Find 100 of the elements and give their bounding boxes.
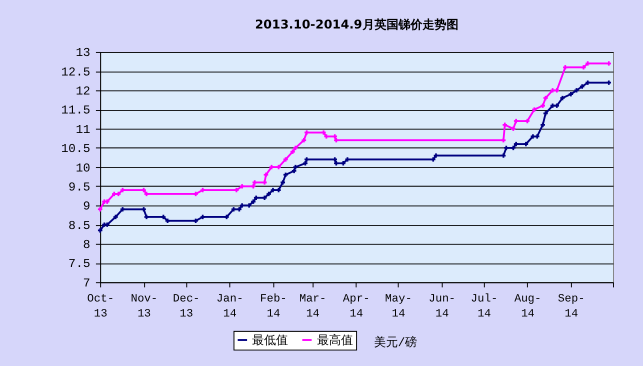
x-tick-label: May-14 — [385, 293, 412, 320]
point — [550, 103, 555, 108]
point — [524, 142, 528, 146]
point — [240, 203, 244, 208]
point — [304, 130, 309, 135]
point — [200, 214, 205, 220]
point — [194, 218, 198, 224]
point — [98, 228, 102, 233]
y-tick-label: 12.5 — [61, 65, 90, 80]
point — [345, 157, 350, 162]
point — [142, 188, 146, 192]
legend-label: 最低值 — [252, 334, 288, 348]
point — [120, 188, 125, 192]
point — [502, 122, 508, 128]
point — [554, 88, 560, 93]
point — [532, 107, 537, 112]
point — [530, 134, 536, 139]
point — [144, 192, 149, 196]
point — [434, 153, 438, 158]
point — [540, 122, 545, 128]
point — [580, 84, 584, 89]
chart-title: 2013.10-2014.9月英国锑价走势图 — [254, 18, 458, 32]
x-tick-label: Aug-14 — [514, 293, 542, 320]
point — [276, 164, 281, 170]
point — [252, 180, 257, 185]
point — [293, 146, 298, 150]
text: 美元/磅 — [374, 334, 418, 350]
point — [161, 214, 166, 220]
y-tick-label: 7 — [83, 276, 90, 290]
point — [251, 199, 256, 204]
point — [116, 192, 121, 196]
y-tick-label: 11.5 — [61, 104, 90, 118]
point — [224, 214, 229, 220]
point — [321, 130, 326, 135]
point — [200, 188, 205, 192]
y-tick-label: 9 — [83, 200, 90, 214]
point — [120, 207, 125, 212]
x-tick-label: Nov-13 — [130, 293, 158, 320]
point — [501, 138, 506, 142]
x-tick-label: Sep-14 — [558, 293, 585, 320]
point — [606, 80, 612, 85]
x-tick-label: Mar-14 — [299, 293, 326, 320]
point — [511, 126, 516, 131]
point — [144, 214, 149, 220]
x-tick-label: Apr-14 — [342, 293, 370, 320]
point — [606, 61, 612, 66]
point — [237, 207, 242, 212]
point — [586, 61, 590, 66]
point — [303, 161, 308, 166]
point — [262, 180, 267, 185]
point — [332, 134, 338, 139]
point — [254, 196, 258, 200]
x-tick-label: Dec-13 — [172, 293, 200, 320]
point — [560, 96, 565, 100]
point — [290, 150, 295, 154]
point — [511, 146, 516, 150]
y-tick-label: 11 — [76, 122, 90, 137]
point — [194, 192, 198, 196]
point — [586, 80, 590, 85]
point — [270, 188, 276, 192]
point — [540, 103, 545, 108]
point — [563, 65, 568, 70]
point — [276, 188, 281, 192]
point — [104, 199, 110, 204]
point — [264, 172, 268, 177]
x-tick-label: Jun-14 — [428, 293, 456, 320]
point — [113, 214, 118, 220]
point — [165, 218, 170, 224]
point — [251, 184, 256, 188]
x-tick-label: Oct-13 — [87, 293, 114, 320]
y-tick-label: 9.5 — [68, 180, 90, 194]
point — [280, 180, 286, 185]
point — [334, 161, 338, 166]
x-tick-label: Feb-14 — [260, 292, 287, 320]
point — [430, 157, 436, 162]
point — [231, 207, 236, 212]
point — [543, 111, 548, 116]
point — [292, 168, 296, 174]
point — [534, 134, 540, 139]
point — [246, 203, 252, 208]
point — [98, 207, 102, 212]
y-tick-label: 13 — [76, 46, 90, 60]
point — [574, 88, 579, 93]
point — [266, 192, 271, 196]
point — [240, 184, 244, 188]
point — [302, 138, 306, 142]
point — [104, 222, 110, 227]
point — [514, 142, 518, 146]
point — [324, 134, 329, 139]
point — [504, 146, 508, 150]
point — [262, 196, 267, 200]
point — [283, 172, 288, 177]
point — [341, 161, 346, 166]
point — [554, 103, 560, 108]
x-tick-label: Jul-14 — [470, 292, 498, 320]
point — [304, 157, 309, 162]
point — [269, 164, 274, 170]
y-tick-label: 12 — [76, 84, 90, 99]
point — [293, 164, 298, 170]
point — [501, 153, 506, 158]
